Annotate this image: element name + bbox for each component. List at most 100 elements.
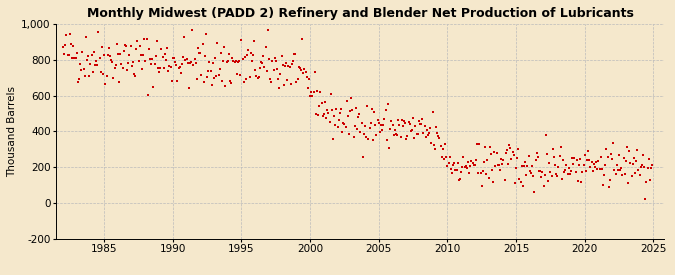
Point	[248, 39, 259, 43]
Point	[470, 163, 481, 167]
Point	[181, 57, 192, 61]
Point	[151, 39, 162, 43]
Point	[232, 72, 242, 77]
Point	[222, 59, 233, 64]
Point	[432, 131, 443, 135]
Point	[416, 122, 427, 126]
Point	[83, 54, 94, 58]
Point	[553, 165, 564, 169]
Point	[335, 107, 346, 112]
Point	[391, 131, 402, 136]
Point	[304, 77, 315, 81]
Point	[115, 52, 126, 56]
Point	[80, 35, 91, 39]
Point	[530, 158, 541, 163]
Point	[72, 80, 83, 84]
Point	[526, 171, 537, 175]
Point	[500, 178, 510, 183]
Point	[237, 57, 248, 61]
Point	[260, 45, 271, 50]
Point	[195, 50, 206, 55]
Point	[207, 82, 217, 87]
Point	[321, 116, 331, 120]
Point	[194, 51, 205, 55]
Point	[60, 43, 71, 47]
Point	[580, 169, 591, 173]
Point	[593, 159, 604, 164]
Point	[323, 111, 334, 116]
Point	[286, 81, 296, 86]
Point	[633, 168, 644, 173]
Point	[90, 63, 101, 67]
Point	[92, 63, 103, 68]
Point	[355, 130, 366, 134]
Point	[468, 163, 479, 167]
Point	[72, 51, 82, 55]
Point	[578, 163, 589, 167]
Point	[493, 163, 504, 167]
Point	[376, 123, 387, 127]
Point	[80, 73, 90, 78]
Point	[395, 134, 406, 139]
Point	[236, 38, 247, 43]
Point	[600, 163, 611, 167]
Point	[342, 113, 353, 118]
Point	[503, 162, 514, 166]
Point	[304, 94, 315, 98]
Point	[132, 39, 143, 43]
Point	[356, 121, 367, 125]
Point	[419, 124, 430, 128]
Point	[167, 56, 178, 60]
Point	[290, 52, 300, 57]
Point	[409, 136, 420, 140]
Point	[380, 107, 391, 112]
Point	[339, 122, 350, 127]
Point	[426, 141, 437, 145]
Point	[462, 166, 472, 170]
Point	[439, 156, 450, 161]
Point	[357, 155, 368, 160]
Point	[531, 151, 542, 156]
Point	[289, 52, 300, 56]
Point	[539, 173, 550, 177]
Point	[404, 122, 415, 127]
Point	[251, 74, 262, 79]
Point	[373, 121, 384, 125]
Point	[533, 155, 543, 159]
Point	[113, 80, 124, 84]
Point	[556, 177, 567, 181]
Point	[203, 69, 214, 73]
Point	[379, 117, 390, 122]
Point	[310, 112, 321, 117]
Point	[63, 53, 74, 57]
Point	[166, 79, 177, 83]
Point	[439, 142, 450, 146]
Point	[338, 120, 349, 125]
Point	[511, 166, 522, 170]
Point	[457, 165, 468, 170]
Point	[258, 53, 269, 58]
Point	[254, 65, 265, 70]
Point	[163, 68, 173, 73]
Point	[510, 180, 520, 185]
Point	[500, 150, 511, 155]
Point	[505, 146, 516, 150]
Point	[241, 77, 252, 81]
Point	[266, 79, 277, 84]
Point	[434, 136, 445, 140]
Point	[521, 172, 532, 177]
Point	[248, 53, 259, 57]
Point	[294, 65, 304, 69]
Point	[250, 67, 261, 72]
Point	[489, 150, 500, 154]
Point	[545, 169, 556, 174]
Point	[524, 168, 535, 173]
Point	[635, 164, 646, 169]
Point	[147, 57, 158, 61]
Point	[125, 44, 136, 48]
Point	[109, 66, 120, 70]
Point	[97, 44, 107, 49]
Point	[365, 120, 376, 125]
Point	[240, 55, 250, 59]
Point	[347, 108, 358, 112]
